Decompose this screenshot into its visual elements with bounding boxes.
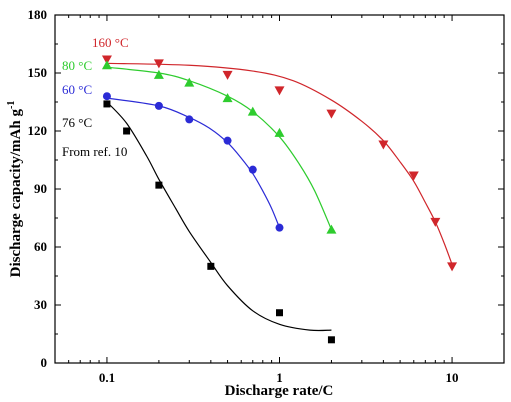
y-tick-label: 120 xyxy=(28,123,48,138)
fit-curve xyxy=(106,97,281,228)
data-point-circle xyxy=(223,136,232,145)
data-point-circle xyxy=(185,115,194,124)
y-axis-ticks: 0 30 60 90 120 150 180 xyxy=(28,7,504,370)
x-axis-ticks: 0.1 1 10 xyxy=(54,15,505,385)
data-point-square xyxy=(123,127,131,135)
data-point-square xyxy=(207,262,215,270)
y-tick-label: 180 xyxy=(28,7,48,22)
data-point-circle xyxy=(248,165,257,174)
data-point-circle xyxy=(154,101,163,110)
data-point-triangle-down xyxy=(447,262,458,272)
data-point-triangle-down xyxy=(153,59,164,69)
data-point-triangle-up xyxy=(101,60,112,70)
data-point-square xyxy=(327,336,335,344)
x-axis-title: Discharge rate/C xyxy=(225,383,334,399)
data-point-triangle-down xyxy=(408,171,419,181)
data-point-triangle-down xyxy=(430,217,441,227)
y-axis-title-main: Discharge capacity/mAh g xyxy=(8,109,24,278)
data-point-triangle-up xyxy=(247,106,258,116)
data-point-circle xyxy=(102,92,111,101)
data-point-triangle-down xyxy=(274,86,285,96)
data-point-triangle-up xyxy=(222,93,233,103)
data-point-triangle-down xyxy=(222,70,233,80)
fit-curve xyxy=(106,101,332,332)
data-point-circle xyxy=(275,223,284,232)
data-point-triangle-up xyxy=(326,224,337,234)
y-axis-title-superscript: -1 xyxy=(6,101,17,109)
data-point-square xyxy=(103,100,111,108)
series-labels: 160 °C80 °C 60 °C 76 °C From ref. 10 xyxy=(62,35,129,159)
x-tick-label: 1 xyxy=(276,370,283,385)
data-point-triangle-down xyxy=(326,109,337,119)
y-tick-label: 30 xyxy=(34,297,47,312)
x-tick-label: 0.1 xyxy=(99,370,115,385)
data-point-square xyxy=(276,309,283,317)
y-tick-label: 0 xyxy=(41,355,48,370)
series-label: 60 °C xyxy=(62,82,92,97)
data-point-triangle-up xyxy=(153,69,164,79)
series-label: 76 °C xyxy=(62,115,92,130)
fit-curve xyxy=(106,66,332,230)
y-tick-label: 150 xyxy=(28,65,48,80)
data-markers xyxy=(101,55,458,344)
data-point-triangle-down xyxy=(101,55,112,65)
data-point-triangle-down xyxy=(378,140,389,150)
data-point-triangle-up xyxy=(184,77,195,87)
data-point-square xyxy=(155,181,163,189)
series-label: 160 °C xyxy=(92,35,129,50)
series-sub-label: From ref. 10 xyxy=(62,144,127,159)
data-point-triangle-up xyxy=(274,127,285,137)
y-tick-label: 90 xyxy=(34,181,47,196)
series-label: 80 °C xyxy=(62,58,92,73)
y-axis-title: Discharge capacity/mAh g-1 xyxy=(6,101,24,278)
x-tick-label: 10 xyxy=(446,370,459,385)
y-tick-label: 60 xyxy=(34,239,47,254)
